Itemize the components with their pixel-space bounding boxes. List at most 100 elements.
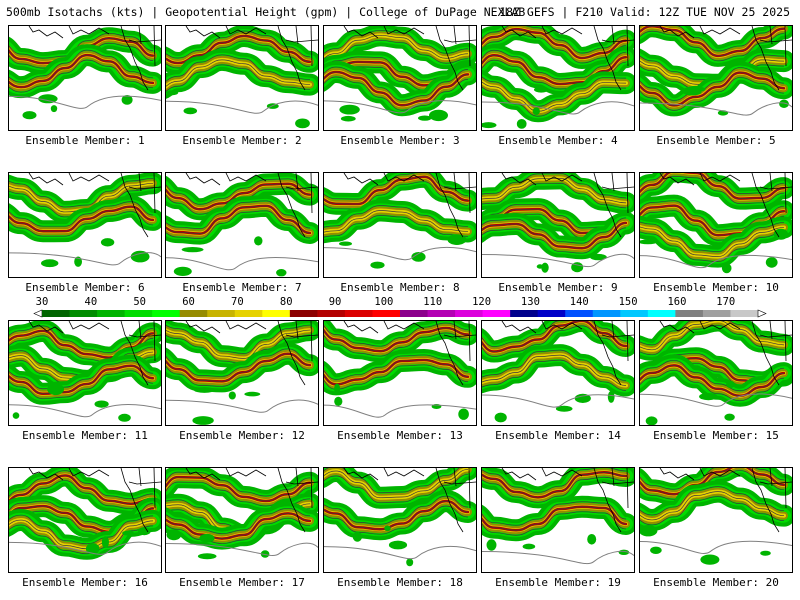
isotach-patch xyxy=(650,546,662,554)
height-contour xyxy=(640,226,785,257)
coastline xyxy=(28,26,110,39)
height-contour xyxy=(166,329,311,359)
coastline xyxy=(593,173,634,238)
scale-label: 90 xyxy=(328,296,342,308)
ensemble-map-14 xyxy=(481,320,635,426)
scale-swatch xyxy=(97,310,126,317)
isotach-patch xyxy=(700,554,720,565)
ensemble-map-4 xyxy=(481,25,635,131)
isotach-patch xyxy=(352,531,363,542)
isotach-patch xyxy=(587,534,597,545)
isotach-patch xyxy=(276,269,287,277)
ensemble-caption-9: Ensemble Member: 9 xyxy=(498,281,618,294)
isotach-patch xyxy=(486,539,497,551)
coastline xyxy=(435,173,476,238)
isotach-patch xyxy=(765,257,778,268)
isotach-patch xyxy=(334,396,343,406)
ensemble-map-2 xyxy=(165,25,319,131)
scale-swatch xyxy=(510,310,539,317)
height-contour xyxy=(640,30,785,62)
height-contour xyxy=(166,324,311,354)
height-contour xyxy=(482,173,627,199)
isotach-patch xyxy=(130,250,150,263)
ensemble-map-19 xyxy=(481,467,635,573)
height-contour xyxy=(166,348,311,377)
isotach-patch xyxy=(254,236,263,246)
coastline xyxy=(659,321,741,334)
ensemble-map-17 xyxy=(165,467,319,573)
coastline xyxy=(751,468,792,533)
isotach-patch xyxy=(118,413,131,422)
ensemble-caption-2: Ensemble Member: 2 xyxy=(182,134,302,147)
ensemble-caption-17: Ensemble Member: 17 xyxy=(179,576,305,589)
height-contour xyxy=(482,76,627,107)
ensemble-map-5 xyxy=(639,25,793,131)
scale-swatch xyxy=(42,310,71,317)
isotach-patch xyxy=(183,107,198,115)
height-contour xyxy=(324,29,469,54)
isotach-patch xyxy=(640,239,658,245)
isotach-patch xyxy=(101,536,109,548)
ensemble-map-16 xyxy=(8,467,162,573)
coastline xyxy=(277,26,318,91)
ensemble-caption-20: Ensemble Member: 20 xyxy=(653,576,779,589)
isotach-patch xyxy=(166,529,182,541)
isotach-patch xyxy=(121,95,133,105)
scale-label: 120 xyxy=(472,296,492,308)
isotach-patch xyxy=(726,380,735,388)
coastline xyxy=(343,321,425,334)
scale-swatch xyxy=(565,310,594,317)
isotach-patch xyxy=(38,94,58,104)
height-contour xyxy=(324,66,469,101)
ensemble-caption-19: Ensemble Member: 19 xyxy=(495,576,621,589)
coastline xyxy=(501,173,583,186)
height-contour xyxy=(324,181,469,210)
isotach-patch xyxy=(522,543,536,550)
coastline xyxy=(751,321,792,386)
scale-label: 80 xyxy=(279,296,293,308)
coastline xyxy=(435,321,476,386)
scale-swatch xyxy=(730,310,759,317)
scale-arrow-right xyxy=(757,309,767,318)
coastline xyxy=(28,468,110,481)
ensemble-map-7 xyxy=(165,172,319,278)
scale-swatch xyxy=(317,310,346,317)
isotach-patch xyxy=(22,111,37,120)
height-contour xyxy=(166,471,311,497)
height-contour xyxy=(324,176,469,205)
height-contour xyxy=(640,364,785,397)
isotach-patch xyxy=(574,393,591,403)
ensemble-caption-7: Ensemble Member: 7 xyxy=(182,281,302,294)
ensemble-map-3 xyxy=(323,25,477,131)
isotach-patch xyxy=(384,525,391,532)
isotach-patch xyxy=(494,412,507,423)
height-contour xyxy=(640,491,785,521)
scale-swatch xyxy=(400,310,429,317)
isotach-patch xyxy=(12,412,20,419)
height-contour xyxy=(166,183,311,210)
height-contour xyxy=(640,359,785,392)
height-contour xyxy=(9,541,161,555)
ensemble-caption-3: Ensemble Member: 3 xyxy=(340,134,460,147)
isotach-patch xyxy=(47,383,64,396)
height-contour xyxy=(166,476,311,502)
height-contour xyxy=(324,495,469,525)
isotach-patch xyxy=(260,550,270,558)
height-contour xyxy=(482,33,627,64)
scale-arrow-left xyxy=(33,309,43,318)
scale-swatch xyxy=(675,310,704,317)
coastline xyxy=(185,26,267,39)
coastline xyxy=(593,468,634,533)
coastline xyxy=(751,173,792,238)
isotach-patch xyxy=(181,247,204,253)
ensemble-caption-16: Ensemble Member: 16 xyxy=(22,576,148,589)
ensemble-caption-14: Ensemble Member: 14 xyxy=(495,429,621,442)
height-contour xyxy=(166,64,311,92)
height-contour xyxy=(640,321,785,346)
height-contour xyxy=(166,507,311,534)
height-contour xyxy=(166,54,311,82)
scale-label: 140 xyxy=(569,296,589,308)
isotach-patch xyxy=(779,99,789,109)
height-contour xyxy=(324,327,469,352)
isotach-patch xyxy=(590,253,607,261)
